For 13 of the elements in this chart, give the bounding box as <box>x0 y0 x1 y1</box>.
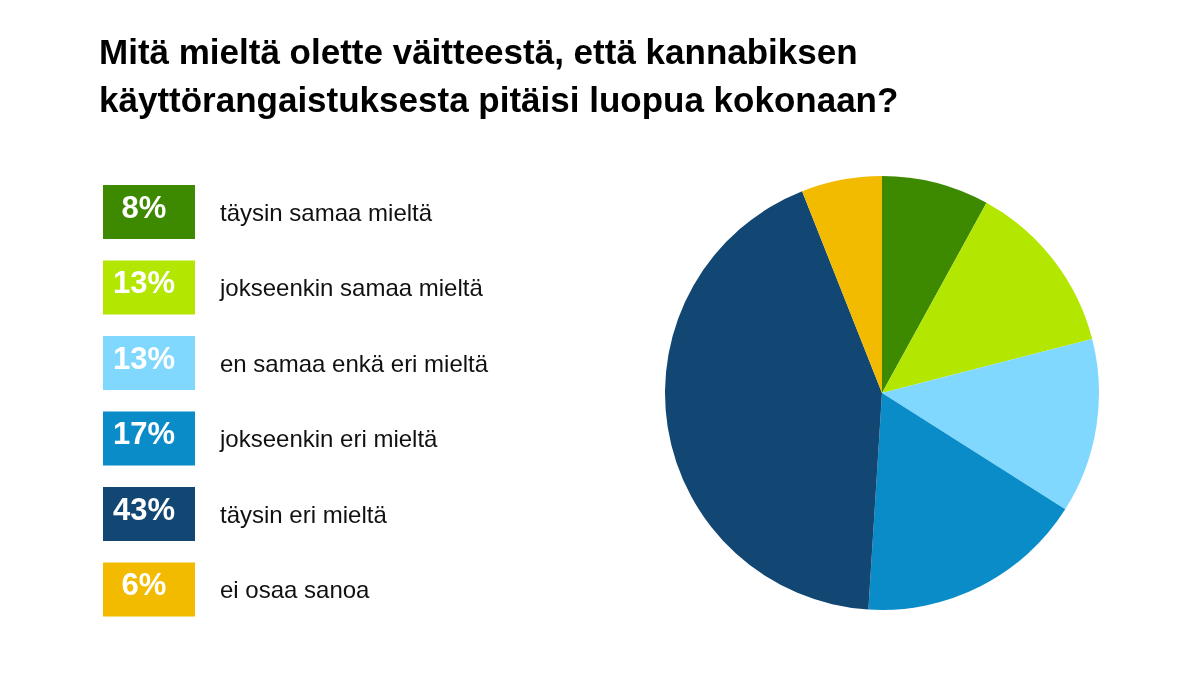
legend-label: jokseenkin eri mieltä <box>219 425 439 452</box>
legend-label: ei osaa sanoa <box>220 576 371 603</box>
legend-label: en samaa enkä eri mieltä <box>220 349 489 377</box>
data-label: 43% <box>112 491 176 527</box>
data-label: 6% <box>121 567 167 602</box>
data-label: 13% <box>112 340 176 376</box>
chart-title: Mitä mieltä olette väitteestä, että kannabiksen käyttörangaistuksesta pitäisi luopua kokonaan? <box>99 31 899 119</box>
legend-label: täysin samaa mieltä <box>220 198 433 226</box>
data-label: 8% <box>121 189 167 225</box>
legend-label: täysin eri mieltä <box>220 500 388 528</box>
data-label: 17% <box>112 416 176 451</box>
legend-label: jokseenkin samaa mieltä <box>219 274 484 301</box>
data-label: 13% <box>112 265 176 300</box>
